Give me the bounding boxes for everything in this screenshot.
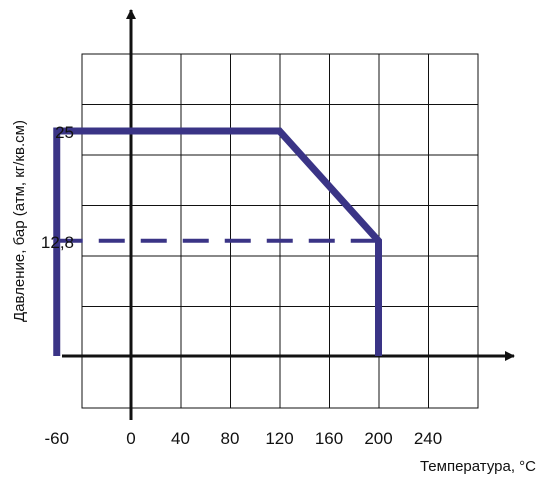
x-tick-label: 200 bbox=[364, 429, 392, 448]
x-axis-title: Температура, °C bbox=[420, 458, 536, 475]
x-tick-label: 40 bbox=[171, 429, 190, 448]
x-tick-label: 80 bbox=[221, 429, 240, 448]
x-tick-label: -60 bbox=[44, 429, 69, 448]
y-tick-label: 25 bbox=[55, 123, 74, 142]
x-tick-label: 240 bbox=[414, 429, 442, 448]
y-axis-title: Давление, бар (атм, кг/кв.см) bbox=[11, 120, 28, 322]
y-tick-label: 12,8 bbox=[41, 233, 74, 252]
chart-series bbox=[53, 127, 382, 356]
x-tick-label: 0 bbox=[126, 429, 135, 448]
x-tick-label: 160 bbox=[315, 429, 343, 448]
chart-axes bbox=[62, 9, 515, 420]
x-tick-label: 120 bbox=[265, 429, 293, 448]
chart-labels: -60 0 40 80 120 160 200 240 25 12,8 Температура, °… bbox=[11, 120, 536, 475]
series-line-solid bbox=[53, 127, 382, 356]
